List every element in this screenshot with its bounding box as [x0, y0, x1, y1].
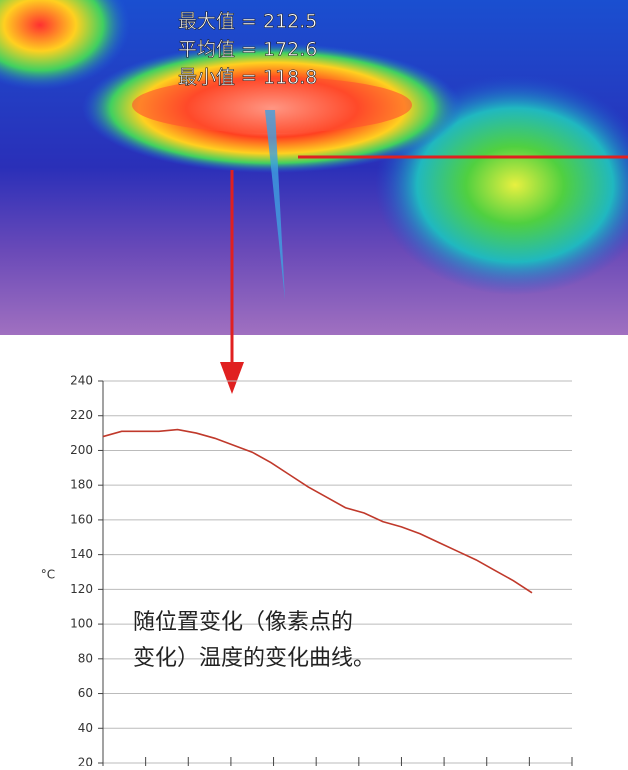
y-tick-label: 240: [70, 374, 93, 388]
y-tick-label: 140: [70, 547, 93, 561]
thermal-image: [0, 0, 628, 394]
annotation: 变化）温度的变化曲线。: [133, 646, 375, 671]
data-line: [102, 428, 533, 594]
y-tick-label: 160: [70, 512, 93, 526]
stat-label: 最小值 = 118.8: [178, 67, 317, 89]
stats-overlay: 最大值 = 212.5 平均值 = 172.6 最小值 = 118.8: [178, 10, 318, 89]
y-tick-label: 220: [70, 408, 93, 422]
y-tick-label: 100: [70, 617, 93, 631]
annotation: 随位置变化（像素点的: [133, 610, 353, 635]
line-chart: 20 40 60 80 100 120 140 160 180 200 220 240 °C 随位置变化（…: [41, 374, 573, 770]
y-tick-label: 20: [78, 756, 93, 767]
y-tick-label: 120: [70, 582, 93, 596]
y-tick-label: 200: [70, 443, 93, 457]
y-axis-label: °C: [41, 568, 55, 582]
y-tick-label: 60: [78, 686, 93, 700]
y-tick-label: 80: [78, 651, 93, 665]
y-tick-label: 40: [78, 721, 93, 735]
stat-label: 最大值 = 212.5: [178, 11, 317, 33]
stat-label: 平均值 = 172.6: [178, 39, 317, 61]
y-tick-label: 180: [70, 478, 93, 492]
